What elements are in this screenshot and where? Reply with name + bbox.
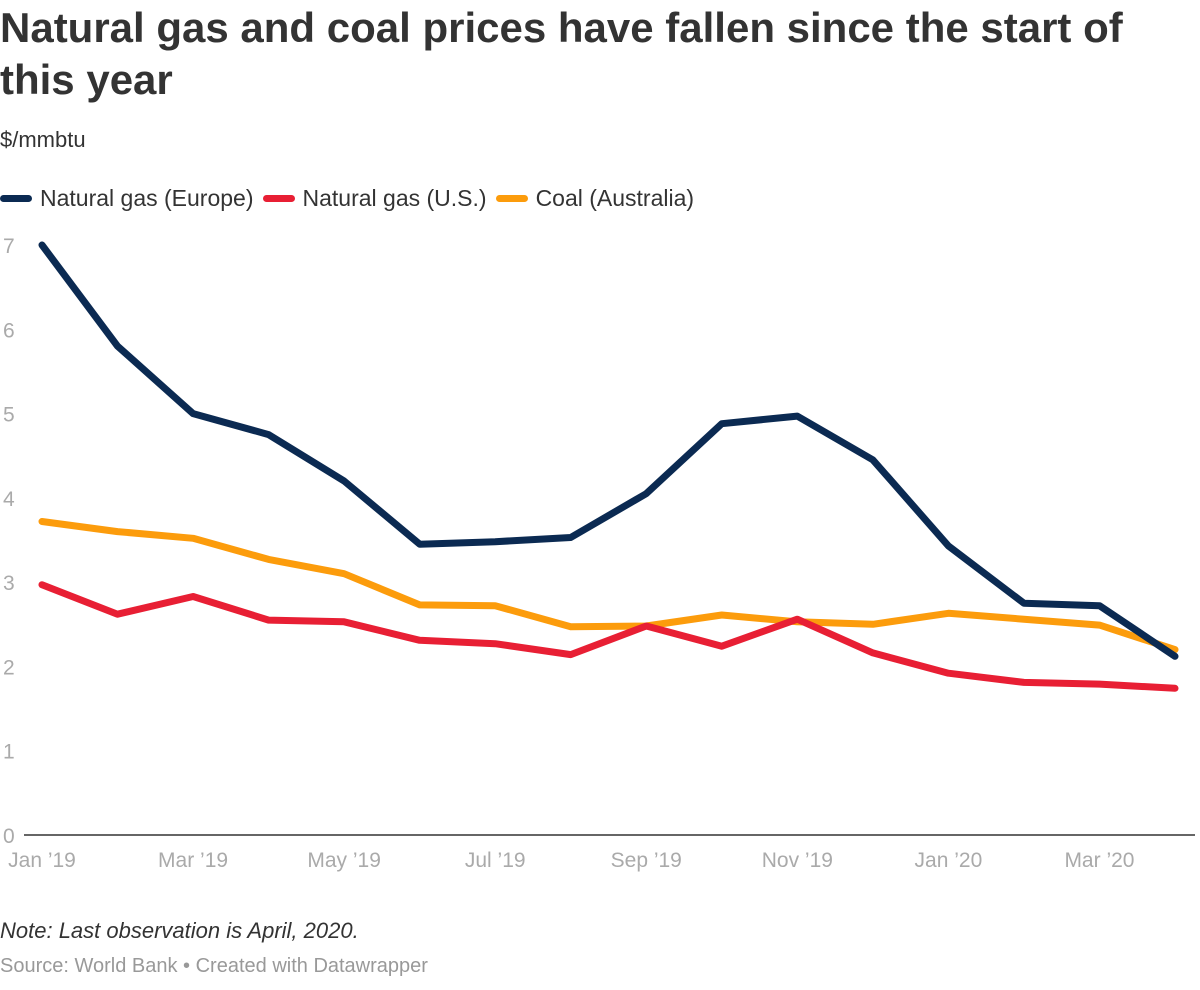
chart-title: Natural gas and coal prices have fallen … [0, 4, 1123, 103]
series-line-us-gas [38, 581, 1179, 692]
x-tick-label-6: Jul ’19 [465, 849, 526, 872]
x-tick-label-8: Sep ’19 [611, 849, 682, 872]
y-tick-label-4: 4 [3, 488, 15, 511]
legend-label-europe-gas: Natural gas (Europe) [40, 185, 254, 211]
series-line-australia-coal [38, 518, 1179, 654]
y-tick-label-2: 2 [3, 656, 15, 679]
line-chart: 0 1 2 3 4 5 6 7 Jan ’19 Mar ’19 May ’19 Jul ’19 Sep … [3, 235, 1195, 872]
legend-label-australia-coal: Coal (Australia) [535, 185, 695, 211]
x-tick-label-4: May ’19 [307, 849, 381, 872]
y-tick-label-5: 5 [3, 404, 15, 427]
legend-item-europe-gas: Natural gas (Europe) [0, 185, 254, 212]
chart-subtitle: $/mmbtu [0, 127, 86, 152]
legend-item-us-gas: Natural gas (U.S.) [262, 185, 487, 212]
x-tick-label-12: Jan ’20 [915, 849, 983, 872]
legend-label-us-gas: Natural gas (U.S.) [302, 185, 487, 211]
x-tick-label-14: Mar ’20 [1064, 849, 1134, 872]
x-tick-label-0: Jan ’19 [8, 849, 76, 872]
chart-legend: Natural gas (Europe) Natural gas (U.S.) … [0, 185, 703, 212]
legend-swatch-europe-gas [0, 195, 32, 202]
y-tick-label-7: 7 [3, 235, 15, 258]
y-tick-label-6: 6 [3, 319, 15, 342]
legend-swatch-australia-coal [495, 195, 528, 202]
x-tick-label-10: Nov ’19 [762, 849, 833, 872]
series-line-europe-gas [38, 241, 1179, 660]
x-tick-label-2: Mar ’19 [158, 849, 228, 872]
chart-source: Source: World Bank • Created with Datawr… [0, 955, 428, 977]
y-tick-label-0: 0 [3, 825, 15, 848]
y-tick-label-3: 3 [3, 572, 15, 595]
legend-item-australia-coal: Coal (Australia) [495, 185, 695, 212]
y-tick-label-1: 1 [3, 741, 15, 764]
chart-note: Note: Last observation is April, 2020. [0, 918, 359, 943]
legend-swatch-us-gas [262, 195, 295, 202]
